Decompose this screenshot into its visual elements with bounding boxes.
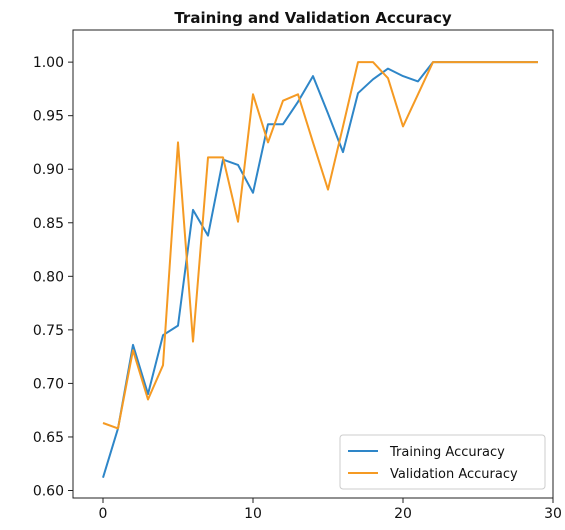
y-tick-label: 0.60 [33, 484, 64, 500]
legend-label: Validation Accuracy [390, 467, 518, 482]
y-tick-label: 0.70 [33, 376, 64, 392]
y-tick-label: 0.75 [33, 323, 64, 339]
y-tick-label: 0.95 [33, 109, 64, 125]
y-tick-label: 0.90 [33, 162, 64, 178]
legend-label: Training Accuracy [389, 445, 505, 460]
y-tick-label: 0.85 [33, 216, 64, 232]
legend-box [339, 434, 546, 490]
x-tick-label: 30 [544, 506, 562, 522]
chart-title: Training and Validation Accuracy [174, 9, 452, 27]
series-layer [102, 61, 538, 478]
x-tick-label: 0 [99, 506, 108, 522]
y-tick-label: 0.80 [33, 269, 64, 285]
y-tick-label: 0.65 [33, 430, 64, 446]
series-line-training-accuracy [102, 61, 538, 478]
plot-area-frame [72, 29, 554, 499]
y-axis: 0.60 0.65 0.70 0.75 0.80 0.85 0.90 0.95 1.00 [33, 55, 73, 500]
x-tick-label: 10 [244, 506, 262, 522]
x-tick-label: 20 [394, 506, 412, 522]
y-tick-label: 1.00 [33, 55, 64, 71]
x-axis: 0 10 20 30 [99, 498, 562, 522]
legend: Training Accuracy Validation Accuracy [339, 434, 546, 490]
series-line-validation-accuracy [102, 61, 538, 430]
